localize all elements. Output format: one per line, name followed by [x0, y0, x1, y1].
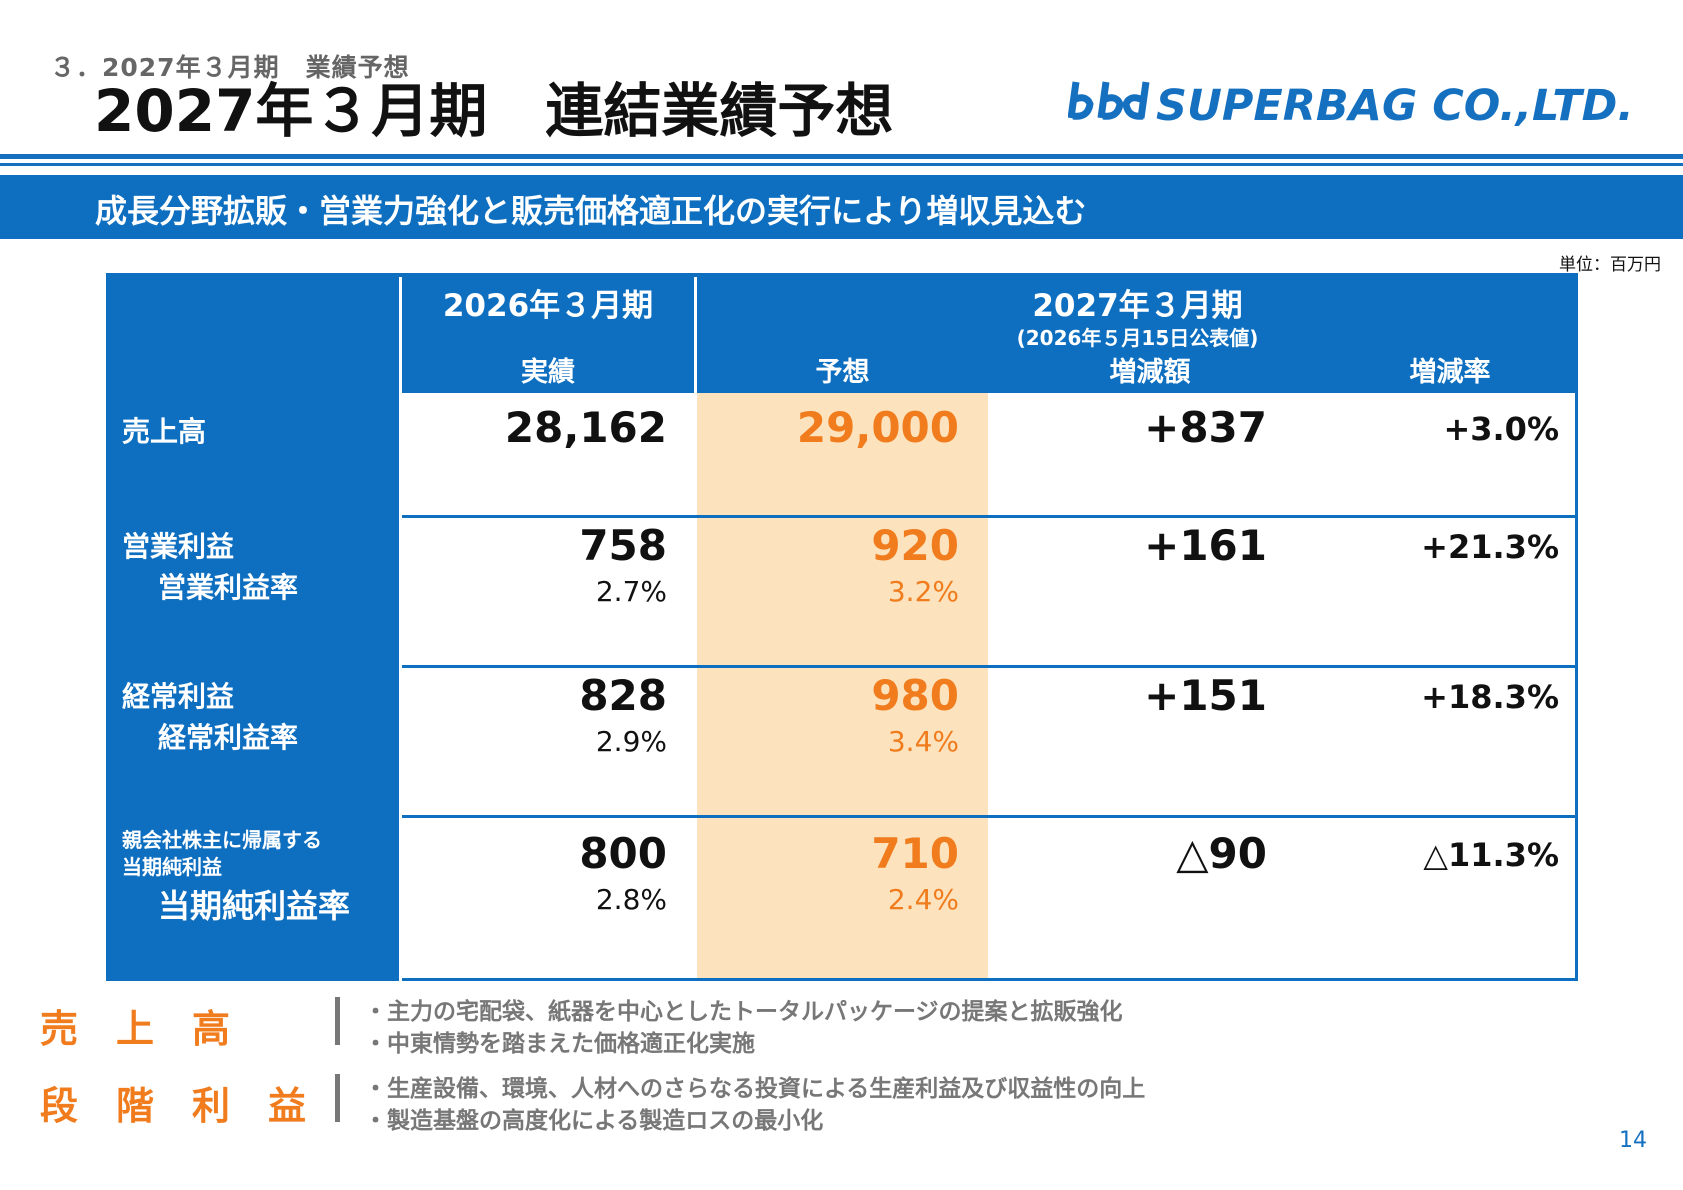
row-divider	[106, 515, 1578, 518]
row-label-operating-margin: 営業利益率	[158, 571, 299, 604]
header-divider	[694, 277, 697, 393]
summary-separator	[335, 1074, 340, 1122]
header-rule-thin	[0, 163, 1683, 166]
ordinary-profit-fy2026: 828	[579, 671, 667, 720]
net-income-fy2026: 800	[579, 829, 667, 878]
operating-profit-fy2026: 758	[579, 521, 667, 570]
column-header-forecast: 予想	[815, 357, 870, 388]
header-rule	[0, 154, 1683, 159]
ordinary-profit-change-amount: +151	[1144, 671, 1267, 720]
net-sales-change-amount: +837	[1144, 403, 1267, 452]
net-sales-forecast: 29,000	[796, 403, 959, 452]
ordinary-margin-fy2026: 2.9%	[595, 725, 667, 758]
operating-margin-forecast: 3.2%	[887, 575, 959, 608]
forecast-column-highlight	[697, 393, 988, 978]
header-divider	[399, 277, 402, 393]
column-header-change-amount: 増減額	[1109, 357, 1191, 388]
row-label-net-income-margin: 当期純利益率	[158, 887, 351, 925]
net-income-forecast: 710	[871, 829, 959, 878]
row-divider	[106, 665, 1578, 668]
net-income-margin-fy2026: 2.8%	[595, 883, 667, 916]
ordinary-profit-forecast: 980	[871, 671, 959, 720]
summary-profit-item: ・製造基盤の高度化による製造ロスの最小化	[364, 1108, 824, 1134]
column-header-fy2027: 2027年３月期	[1032, 288, 1243, 324]
operating-margin-fy2026: 2.7%	[595, 575, 667, 608]
row-label-net-income-line2: 当期純利益	[122, 855, 222, 879]
row-label-net-income-line1: 親会社株主に帰属する	[122, 828, 322, 852]
ordinary-margin-forecast: 3.4%	[887, 725, 959, 758]
net-sales-change-rate: +3.0%	[1443, 410, 1559, 448]
operating-profit-change-rate: +21.3%	[1421, 528, 1559, 566]
net-income-change-rate: △11.3%	[1423, 836, 1559, 874]
summary-profit-item: ・生産設備、環境、人材へのさらなる投資による生産利益及び収益性の向上	[364, 1076, 1146, 1102]
column-header-actual: 実績	[521, 357, 575, 388]
logo-text: SUPERBAG CO.,LTD.	[1156, 80, 1634, 131]
headline-banner	[0, 175, 1683, 239]
row-divider	[106, 815, 1578, 818]
unit-label: 単位：百万円	[1559, 255, 1661, 275]
row-label-ordinary-profit: 経常利益	[122, 680, 235, 713]
row-label-operating-profit: 営業利益	[122, 530, 235, 563]
net-income-margin-forecast: 2.4%	[887, 883, 959, 916]
row-label-net-sales: 売上高	[122, 415, 207, 448]
page-title: 2027年３月期 連結業績予想	[94, 77, 894, 145]
company-logo: SUPERBAG CO.,LTD.	[1067, 78, 1634, 133]
net-sales-fy2026: 28,162	[504, 403, 667, 452]
row-label-column	[106, 393, 399, 981]
superbag-logo-icon	[1067, 78, 1150, 133]
column-header-fy2026: 2026年３月期	[442, 288, 654, 324]
section-label: ３．2027年３月期 業績予想	[50, 53, 410, 82]
headline-text: 成長分野拡販・営業力強化と販売価格適正化の実行により増収見込む	[95, 192, 1087, 230]
summary-sales-item: ・主力の宅配袋、紙器を中心としたトータルパッケージの提案と拡販強化	[364, 999, 1123, 1025]
column-header-fy2027-note: (2026年５月15日公表値)	[1016, 326, 1259, 350]
summary-sales-item: ・中東情勢を踏まえた価格適正化実施	[364, 1031, 755, 1057]
summary-separator	[335, 997, 340, 1045]
summary-label-sales: 売 上 高	[40, 1007, 231, 1051]
ordinary-profit-change-rate: +18.3%	[1421, 678, 1559, 716]
operating-profit-change-amount: +161	[1144, 521, 1267, 570]
column-header-change-rate: 増減率	[1409, 357, 1491, 388]
operating-profit-forecast: 920	[871, 521, 959, 570]
net-income-change-amount: △90	[1176, 829, 1267, 878]
label-column-edge	[399, 393, 402, 981]
page-number: 14	[1619, 1128, 1647, 1153]
row-label-ordinary-margin: 経常利益率	[158, 721, 299, 754]
summary-label-profit: 段 階 利 益	[40, 1084, 307, 1128]
table-header-row	[106, 273, 1578, 393]
